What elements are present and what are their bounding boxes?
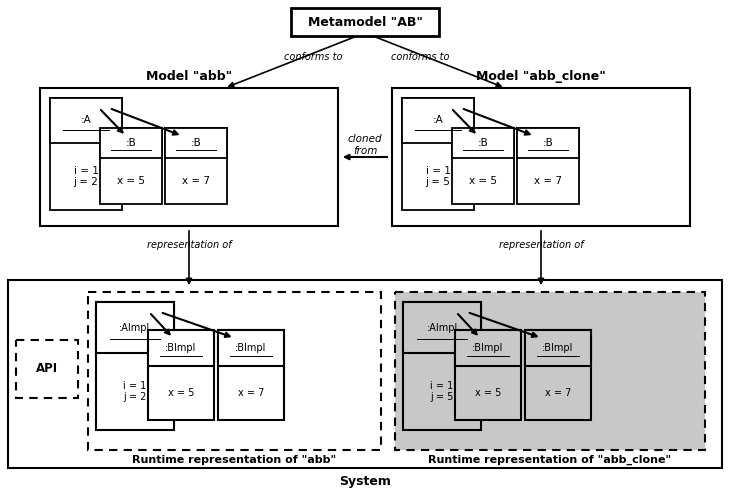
Bar <box>218 330 284 420</box>
Text: x = 5: x = 5 <box>117 176 145 186</box>
Bar <box>525 330 591 366</box>
Bar <box>517 128 579 204</box>
Text: Runtime representation of "abb_clone": Runtime representation of "abb_clone" <box>429 455 672 465</box>
Text: x = 5: x = 5 <box>474 388 502 398</box>
Bar <box>148 330 214 366</box>
Text: :BImpl: :BImpl <box>165 343 196 353</box>
Text: x = 7: x = 7 <box>182 176 210 186</box>
Bar <box>165 128 227 159</box>
Text: conforms to: conforms to <box>391 52 449 62</box>
Bar <box>88 292 381 450</box>
Text: representation of: representation of <box>499 240 583 250</box>
Bar <box>517 128 579 159</box>
Text: i = 1
j = 5: i = 1 j = 5 <box>430 381 453 403</box>
Bar <box>100 128 162 204</box>
Text: i = 1
j = 2: i = 1 j = 2 <box>123 381 147 403</box>
Bar <box>50 98 122 210</box>
Bar <box>96 302 174 430</box>
Text: :B: :B <box>126 138 137 148</box>
Text: :A: :A <box>80 115 91 125</box>
Bar <box>525 330 591 420</box>
Text: :BImpl: :BImpl <box>235 343 266 353</box>
Bar <box>402 98 474 210</box>
Bar <box>291 8 439 36</box>
Text: :B: :B <box>191 138 201 148</box>
Text: :B: :B <box>542 138 553 148</box>
Text: Runtime representation of "abb": Runtime representation of "abb" <box>132 455 337 465</box>
Bar <box>8 280 722 468</box>
Text: x = 7: x = 7 <box>534 176 562 186</box>
Text: Model "abb_clone": Model "abb_clone" <box>476 70 606 83</box>
Text: :B: :B <box>477 138 488 148</box>
Text: API: API <box>36 362 58 376</box>
Bar <box>96 302 174 353</box>
Bar <box>165 128 227 204</box>
Bar <box>403 302 481 353</box>
Text: :BImpl: :BImpl <box>542 343 574 353</box>
Text: i = 1
j = 5: i = 1 j = 5 <box>426 166 450 187</box>
Bar <box>402 98 474 143</box>
Bar <box>392 88 690 226</box>
Text: :AImpl: :AImpl <box>120 323 150 332</box>
Text: x = 7: x = 7 <box>238 388 264 398</box>
Bar <box>148 330 214 420</box>
Bar <box>452 128 514 159</box>
Bar <box>40 88 338 226</box>
Text: System: System <box>339 475 391 488</box>
Text: conforms to: conforms to <box>284 52 342 62</box>
Bar <box>50 98 122 143</box>
Text: i = 1
j = 2: i = 1 j = 2 <box>74 166 99 187</box>
Text: x = 5: x = 5 <box>168 388 194 398</box>
Text: Model "abb": Model "abb" <box>146 70 232 83</box>
Text: Metamodel "AB": Metamodel "AB" <box>307 15 423 28</box>
Text: cloned
from: cloned from <box>347 134 383 156</box>
Text: representation of: representation of <box>147 240 231 250</box>
Text: :AImpl: :AImpl <box>426 323 458 332</box>
Bar <box>455 330 521 420</box>
Bar <box>403 302 481 430</box>
Bar <box>16 340 78 398</box>
Bar <box>452 128 514 204</box>
Text: x = 5: x = 5 <box>469 176 497 186</box>
Bar <box>455 330 521 366</box>
Text: x = 7: x = 7 <box>545 388 571 398</box>
Bar <box>395 292 705 450</box>
Bar <box>100 128 162 159</box>
Text: :BImpl: :BImpl <box>472 343 504 353</box>
Bar <box>218 330 284 366</box>
Text: :A: :A <box>433 115 443 125</box>
